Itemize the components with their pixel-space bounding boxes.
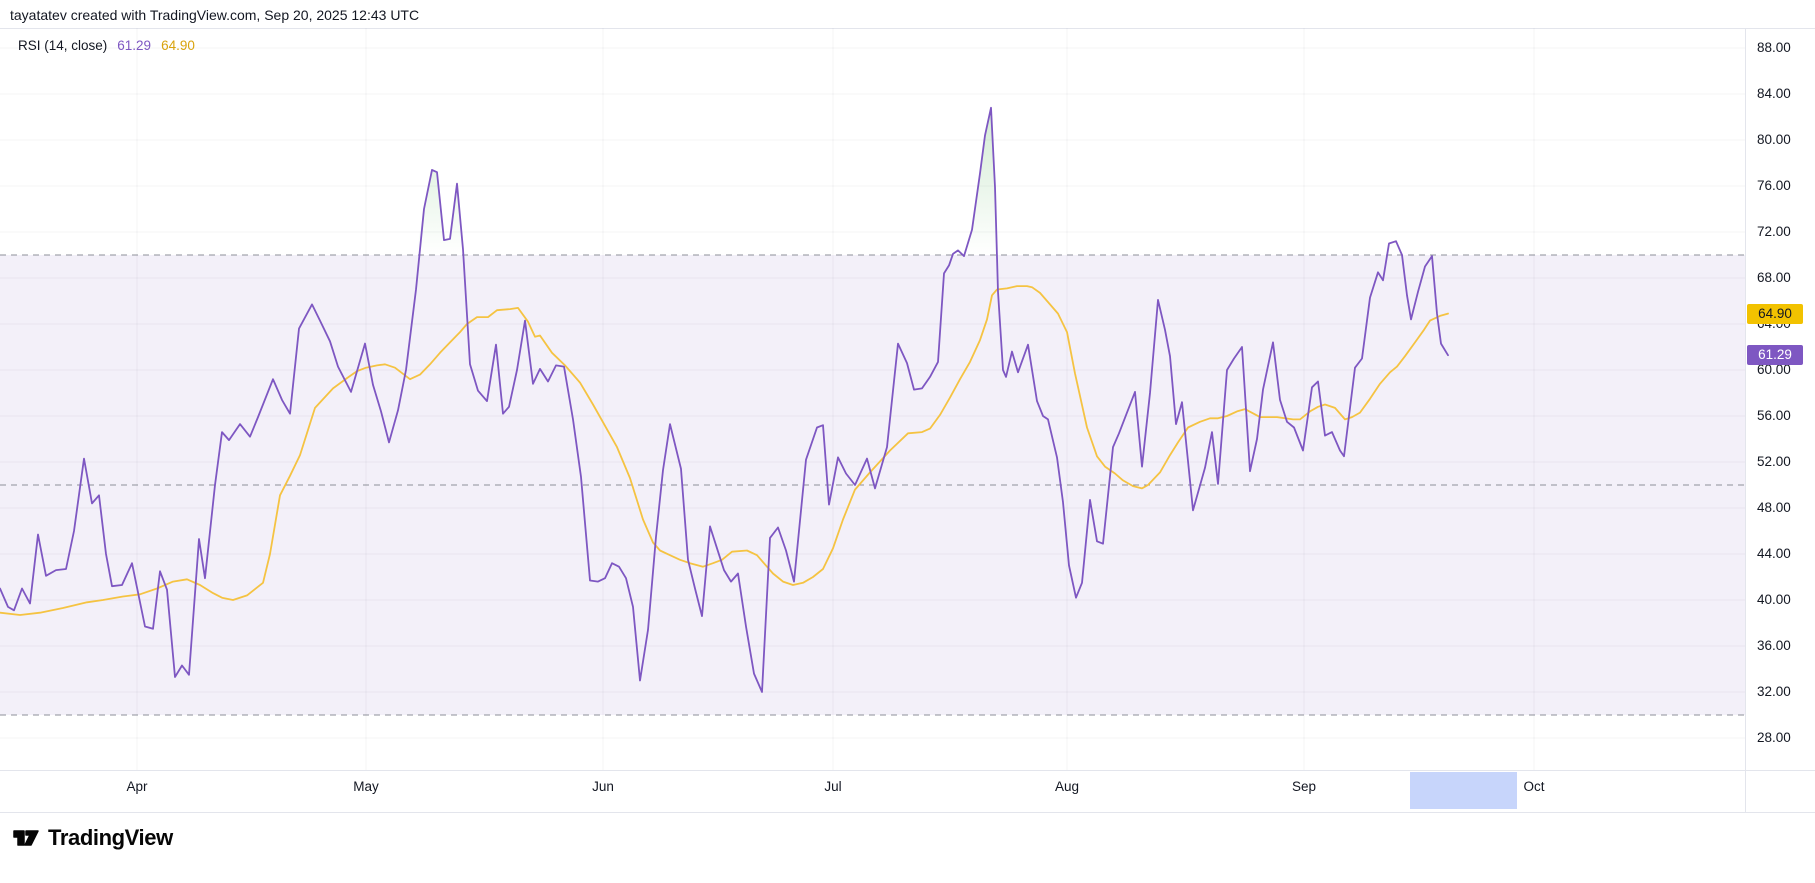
tradingview-wordmark[interactable]: TradingView [48, 825, 173, 850]
ma-price-label: 64.90 [1747, 304, 1803, 324]
indicator-legend[interactable]: RSI (14, close) 61.29 64.90 [18, 38, 195, 53]
x-axis-label: Jul [824, 779, 842, 794]
indicator-name: RSI (14, close) [18, 38, 108, 53]
price-axis-separator [1745, 28, 1746, 812]
y-axis-label: 48.00 [1757, 500, 1791, 515]
y-axis-label: 68.00 [1757, 270, 1791, 285]
x-axis-label: May [353, 779, 379, 794]
x-axis-label: Sep [1291, 779, 1317, 794]
y-axis-label: 52.00 [1757, 454, 1791, 469]
y-axis-label: 28.00 [1757, 730, 1791, 745]
y-axis-label: 44.00 [1757, 546, 1791, 561]
y-axis-label: 32.00 [1757, 684, 1791, 699]
x-axis-label: Jun [592, 779, 614, 794]
price-axis[interactable]: 64.90 61.29 88.00 84.00 80.00 76.00 72.00 68.… [1746, 28, 1815, 770]
y-axis-label: 72.00 [1757, 224, 1791, 239]
x-axis-label: Apr [126, 779, 148, 794]
y-axis-label: 76.00 [1757, 178, 1791, 193]
y-axis-label: 40.00 [1757, 592, 1791, 607]
y-axis-label: 36.00 [1757, 638, 1791, 653]
y-axis-label: 56.00 [1757, 408, 1791, 423]
tradingview-logo-icon[interactable] [12, 824, 40, 852]
rsi-plot[interactable] [0, 28, 1745, 770]
time-axis-top-separator [0, 770, 1815, 771]
y-axis-label: 84.00 [1757, 86, 1791, 101]
ma-legend-value: 64.90 [161, 38, 195, 53]
chart-top-separator [0, 28, 1815, 29]
time-axis[interactable]: Apr May Jun Jul Aug Sep Oct [0, 771, 1815, 812]
x-axis-label: Aug [1054, 779, 1080, 794]
time-axis-highlight [1410, 772, 1517, 809]
y-axis-label: 88.00 [1757, 40, 1791, 55]
rsi-price-label: 61.29 [1747, 345, 1803, 365]
y-axis-label: 80.00 [1757, 132, 1791, 147]
footer: TradingView [12, 820, 173, 856]
rsi-legend-value: 61.29 [117, 38, 152, 53]
time-axis-bottom-separator [0, 812, 1815, 813]
x-axis-label: Oct [1523, 779, 1545, 794]
attribution-text: tayatatev created with TradingView.com, … [10, 7, 420, 23]
y-axis-label: 60.00 [1757, 362, 1791, 377]
